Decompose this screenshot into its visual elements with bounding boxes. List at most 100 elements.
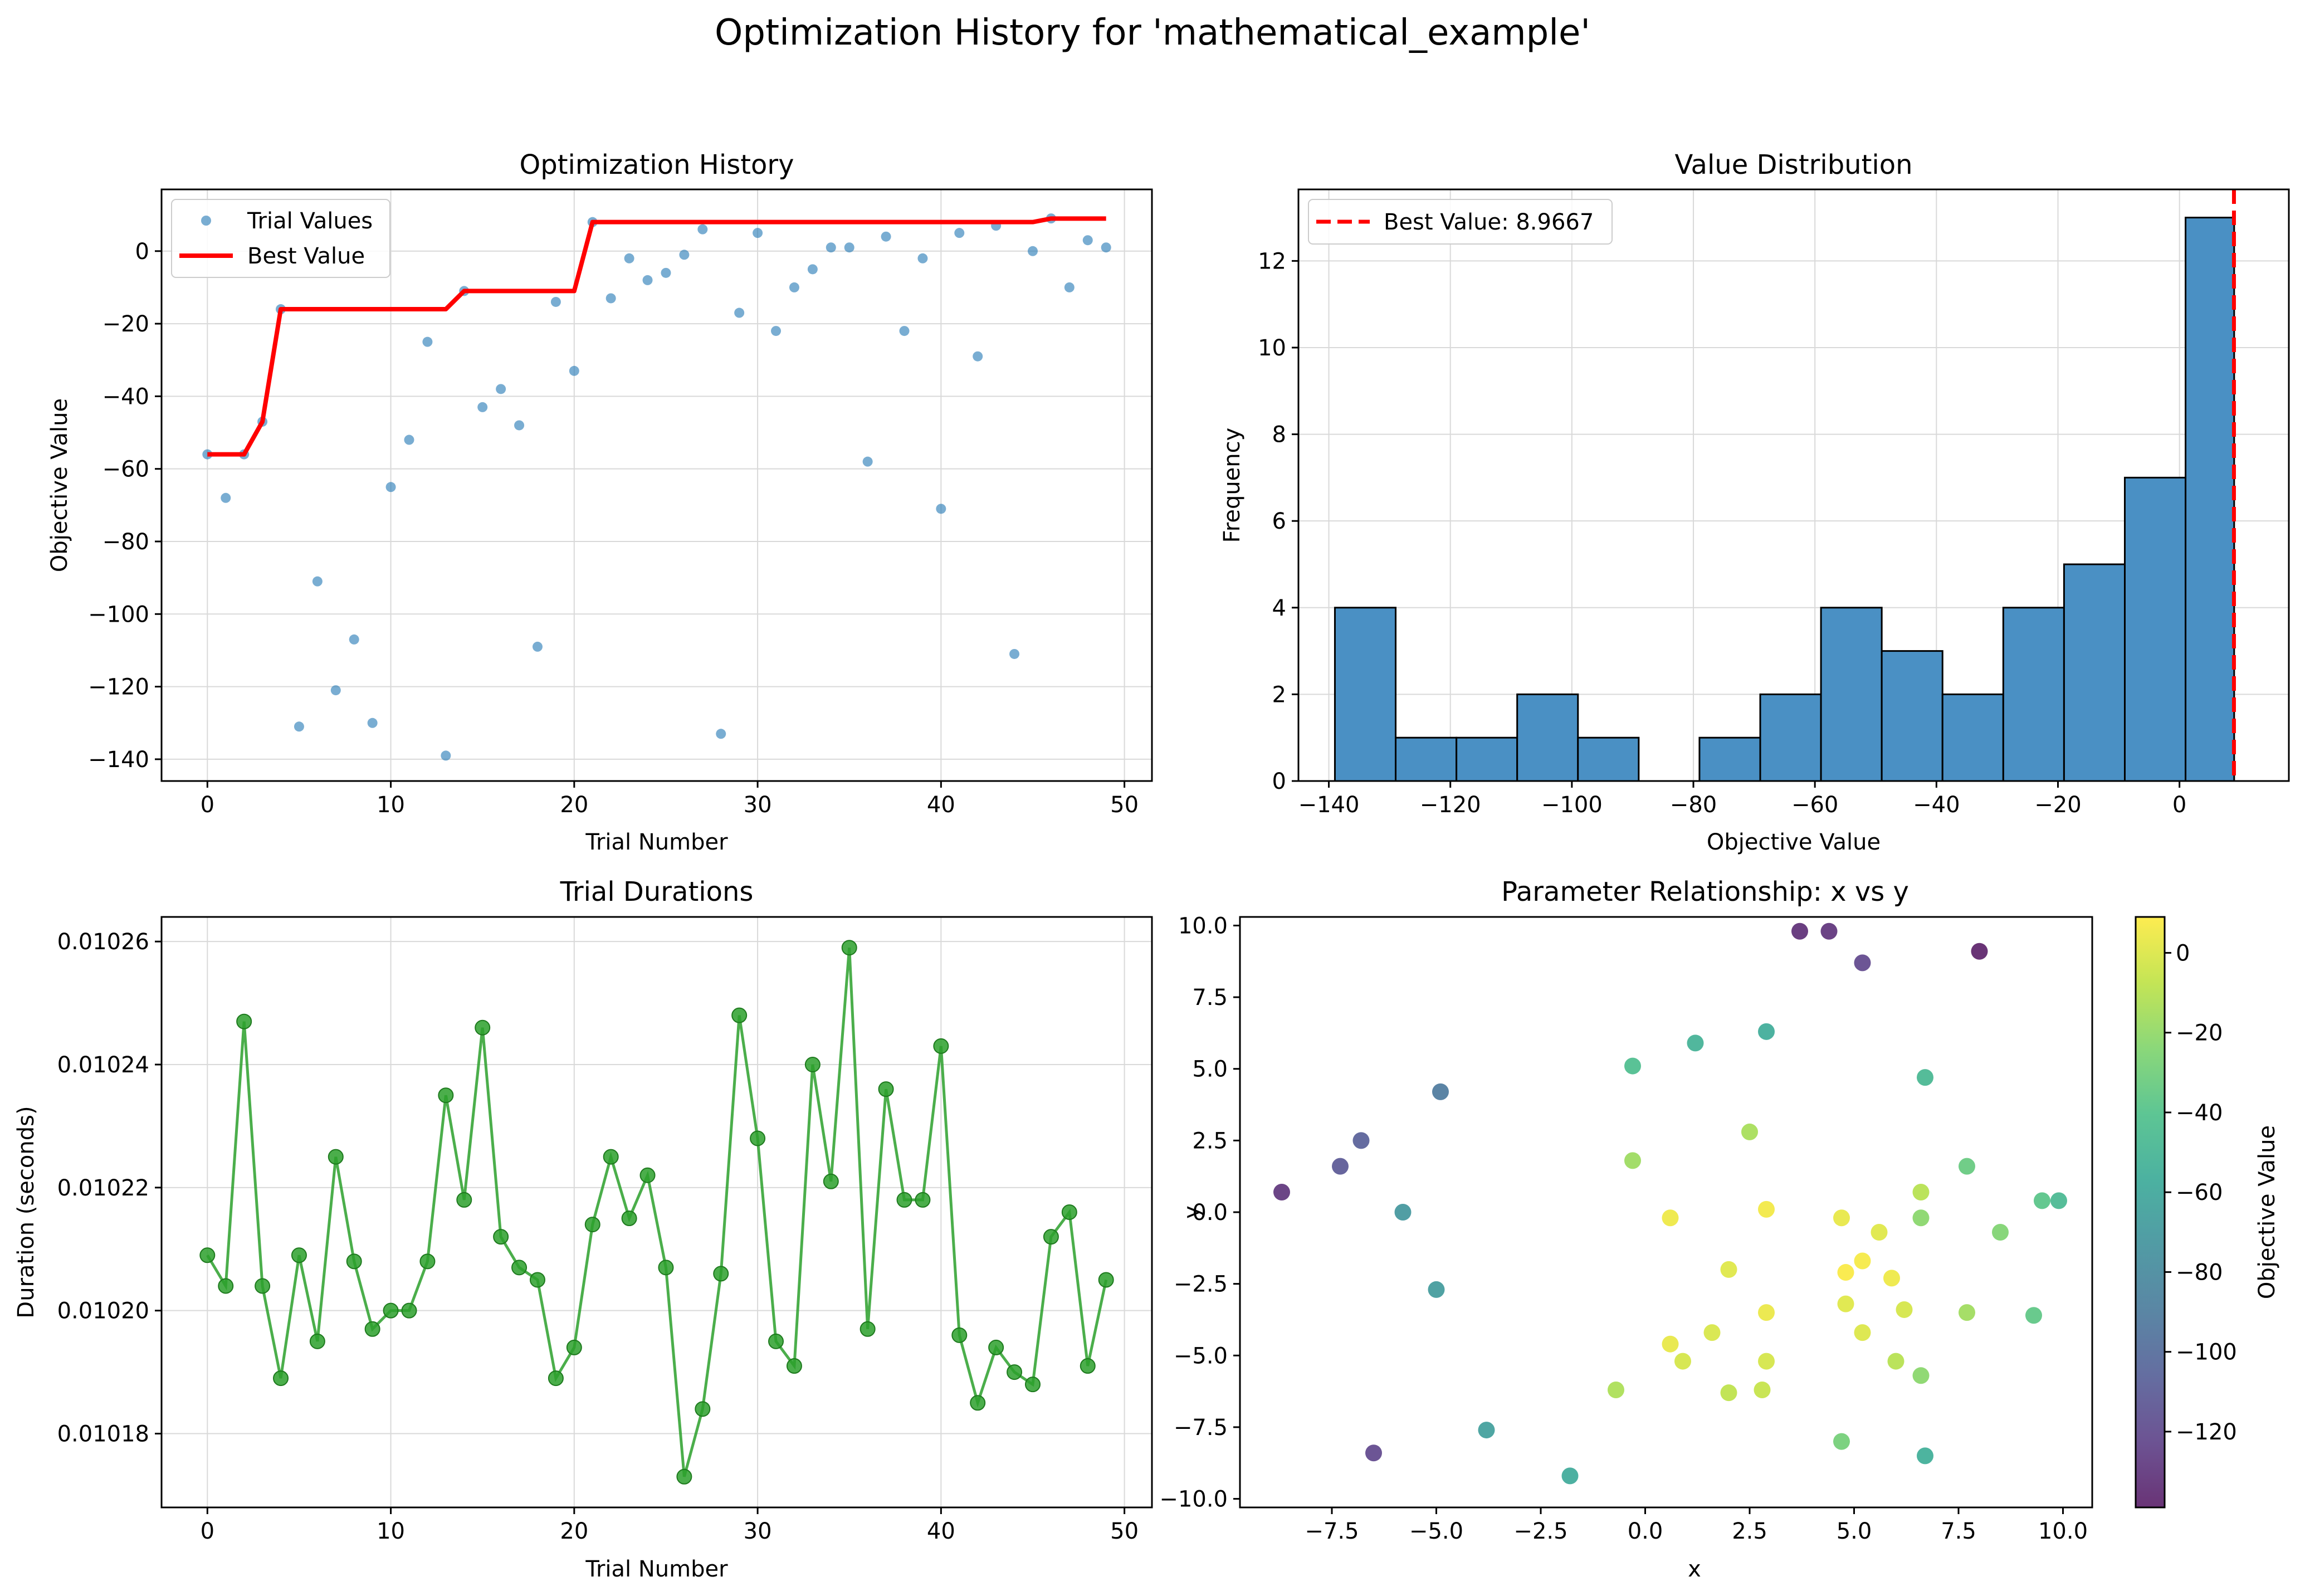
y-tick-label: −5.0: [1174, 1343, 1228, 1369]
x-axis-label-distribution: Objective Value: [1707, 829, 1881, 855]
y-tick-label: 0: [135, 239, 149, 265]
colorbar-label: Objective Value: [2254, 1125, 2280, 1299]
y-tick-label: −100: [88, 602, 149, 627]
x-tick-label: −5.0: [1409, 1519, 1463, 1544]
histogram-bar: [1577, 736, 1640, 782]
parameter-point: [1720, 1261, 1737, 1278]
x-tick-label: 40: [927, 792, 955, 818]
axes-frame-durations: [160, 916, 1153, 1509]
legend-label-best-line: Best Value: 8.9667: [1384, 209, 1594, 235]
marks-history: [202, 213, 1111, 761]
legend-label-trial-values: Trial Values: [247, 208, 373, 234]
y-tick-label: −60: [102, 457, 149, 482]
x-tick-label: 0.0: [1628, 1519, 1663, 1544]
duration-point: [804, 1057, 821, 1072]
colorbar-tick-label: −20: [2176, 1021, 2223, 1046]
y-tick-label: 2.5: [1192, 1128, 1228, 1154]
x-tick-label: 30: [744, 792, 772, 818]
duration-point: [915, 1192, 931, 1208]
duration-point: [309, 1333, 325, 1349]
y-tick-label: 2: [1272, 682, 1286, 707]
trial-value-point: [294, 721, 304, 732]
trial-value-point: [496, 384, 506, 394]
duration-point: [1007, 1364, 1023, 1380]
duration-point: [475, 1019, 491, 1036]
duration-point: [731, 1007, 748, 1023]
duration-point: [1098, 1272, 1114, 1288]
x-tick-label: 0: [2172, 792, 2186, 818]
x-tick-label: 7.5: [1941, 1519, 1976, 1544]
x-axis-label-durations: Trial Number: [585, 1556, 728, 1582]
x-tick-label: −140: [1298, 792, 1360, 818]
x-tick-label: −2.5: [1513, 1519, 1567, 1544]
x-tick-label: 20: [560, 1519, 588, 1544]
colorbar-tick-label: −120: [2176, 1419, 2237, 1445]
colorbar-tick-label: −40: [2176, 1100, 2223, 1126]
parameter-point: [1365, 1444, 1382, 1462]
parameter-point: [2034, 1192, 2050, 1209]
panel-title-parameters: Parameter Relationship: x vs y: [1501, 876, 1909, 907]
duration-point: [584, 1217, 600, 1233]
trial-value-point: [624, 253, 634, 263]
x-tick-label: 50: [1110, 792, 1139, 818]
duration-point: [933, 1038, 949, 1054]
duration-point: [346, 1253, 362, 1270]
parameter-point: [1428, 1281, 1445, 1298]
legend-box-distribution: [1308, 199, 1613, 245]
x-tick-label: −120: [1420, 792, 1481, 818]
x-tick-label: −60: [1791, 792, 1838, 818]
parameter-point: [1687, 1034, 1704, 1052]
histogram-bar: [1881, 650, 1943, 782]
y-axis-label-distribution: Frequency: [1219, 428, 1245, 543]
duration-point: [364, 1321, 380, 1337]
axes-frame-distribution: [1297, 188, 2290, 782]
colorbar-tick-label: −100: [2176, 1340, 2237, 1365]
y-tick-label: −120: [88, 675, 149, 700]
trial-value-point: [697, 224, 708, 235]
marks-distribution: [1334, 189, 2236, 782]
duration-line: [206, 948, 1108, 1477]
trial-value-point: [404, 435, 414, 445]
histogram-bar: [2123, 476, 2187, 782]
histogram-bar: [1698, 736, 1761, 782]
parameter-point: [1758, 1304, 1775, 1321]
histogram-bar: [1334, 607, 1397, 782]
best-value-line: [207, 216, 1106, 457]
y-axis-label-durations: Duration (seconds): [13, 1106, 39, 1318]
histogram-bar: [2063, 563, 2126, 782]
histogram-bar: [1759, 693, 1822, 782]
ticks-parameters: −7.5 −5.0 −2.5 0.0 2.5 5.0 7.5 10.0 −10.0 −7.5 −5.…: [1159, 913, 2088, 1544]
y-tick-label: 0.01020: [57, 1299, 149, 1324]
trial-value-point: [569, 365, 579, 376]
marks-durations: [199, 940, 1114, 1485]
duration-point: [548, 1370, 564, 1387]
parameter-point: [1394, 1204, 1412, 1221]
duration-point: [566, 1339, 582, 1355]
parameter-point: [1971, 943, 1988, 960]
parameter-point: [1837, 1264, 1854, 1281]
y-tick-label: 6: [1272, 509, 1286, 534]
trial-value-point: [514, 420, 525, 431]
trial-value-point: [1064, 282, 1075, 292]
duration-point: [603, 1149, 619, 1165]
duration-point: [860, 1321, 876, 1337]
trial-value-point: [1101, 242, 1111, 253]
y-tick-label: 7.5: [1192, 985, 1228, 1011]
y-tick-label: 0.01024: [57, 1052, 149, 1078]
trial-value-point: [605, 293, 616, 304]
trial-value-point: [550, 296, 561, 307]
x-tick-label: 50: [1110, 1519, 1139, 1544]
parameter-point: [1883, 1270, 1900, 1287]
parameter-point: [1896, 1301, 1913, 1318]
axes-frame-history: [160, 188, 1153, 782]
legend-marker-trial-values: [201, 216, 211, 226]
parameter-point: [1273, 1183, 1290, 1200]
parameter-point: [1332, 1158, 1349, 1175]
y-tick-label: 0.0: [1192, 1200, 1228, 1226]
trial-value-point: [862, 456, 873, 467]
trial-value-point: [734, 308, 745, 318]
parameter-point: [1992, 1224, 2009, 1241]
panel-title-distribution: Value Distribution: [1674, 149, 1912, 180]
y-tick-label: −7.5: [1174, 1415, 1228, 1441]
trial-value-point: [826, 242, 836, 253]
